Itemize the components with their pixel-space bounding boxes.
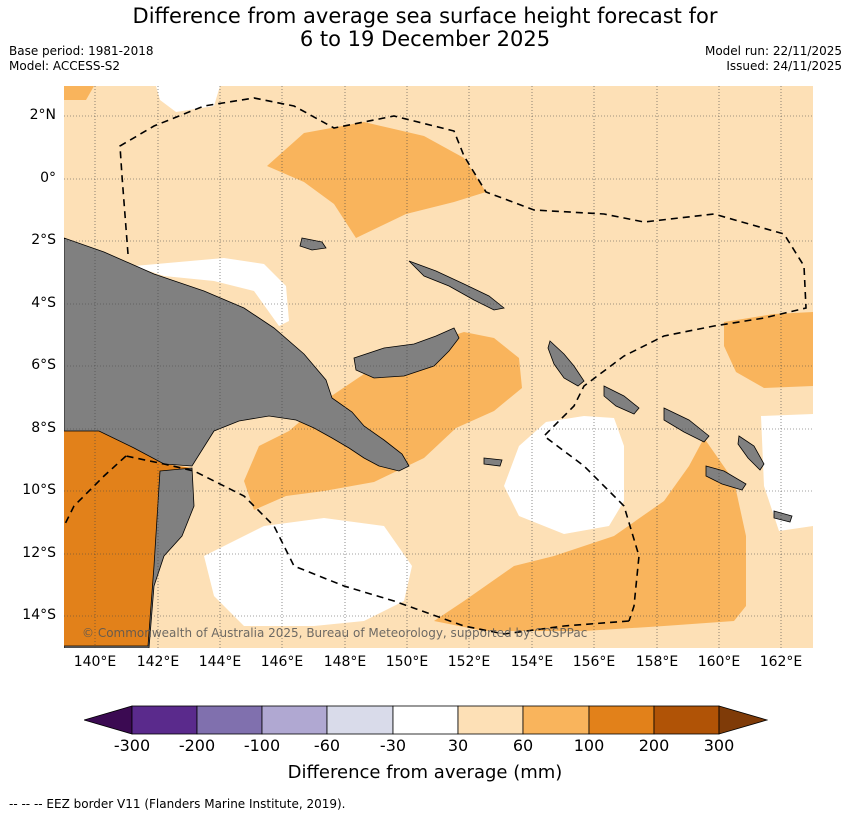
- anomaly-area-nw-corner: [64, 86, 94, 100]
- land-makira: [773, 510, 793, 523]
- anomaly-area-east: [724, 312, 813, 388]
- colorbar-segment: [131, 705, 198, 735]
- lon-label: 144°E: [198, 654, 242, 670]
- anomaly-area-southeast: [434, 438, 746, 631]
- neutral-area-east: [761, 414, 813, 531]
- lat-label: 10°S: [22, 482, 56, 498]
- colorbar-segment: [653, 705, 720, 735]
- neutral-area-coral-sea: [204, 518, 412, 626]
- colorbar-tick: -30: [379, 736, 407, 755]
- lat-label: 6°S: [31, 357, 56, 373]
- map-panel: [64, 86, 813, 648]
- eez-legend-note: -- -- -- EEZ border V11 (Flanders Marine…: [9, 797, 346, 811]
- colorbar-extend-high: [718, 705, 768, 735]
- lon-label: 148°E: [323, 654, 367, 670]
- colorbar-segment: [588, 705, 655, 735]
- colorbar-tick: 200: [638, 736, 670, 755]
- colorbar-segment: [196, 705, 263, 735]
- land-new-guinea: [64, 237, 410, 472]
- neutral-area-png-north: [134, 258, 289, 326]
- land-new-ireland: [408, 260, 505, 311]
- meta-left: Base period: 1981-2018 Model: ACCESS-S2: [9, 44, 154, 74]
- graticule: [64, 86, 813, 648]
- issued-date: Issued: 24/11/2025: [726, 59, 842, 73]
- land-guadalcanal: [705, 465, 747, 491]
- colorbar-tick: 300: [703, 736, 735, 755]
- land-new-britain: [353, 327, 460, 379]
- colorbar-tick: 30: [447, 736, 469, 755]
- colorbar: [84, 705, 768, 735]
- lon-label: 162°E: [759, 654, 803, 670]
- colorbar-tick: 60: [512, 736, 534, 755]
- lat-label: 12°S: [22, 545, 56, 561]
- base-period: Base period: 1981-2018: [9, 44, 154, 58]
- neutral-area-solomon: [504, 416, 624, 534]
- lat-label: 0°: [40, 170, 56, 186]
- map-title-line2: 6 to 19 December 2025: [299, 27, 551, 51]
- model-name: Model: ACCESS-S2: [9, 59, 121, 73]
- neutral-area-north: [156, 86, 220, 112]
- colorbar-segment: [261, 705, 328, 735]
- land-santa-isabel: [663, 407, 710, 443]
- lon-label: 142°E: [136, 654, 180, 670]
- colorbar-tick: -60: [313, 736, 341, 755]
- colorbar-segment: [522, 705, 590, 735]
- colorbar-tick: -200: [178, 736, 216, 755]
- meta-right: Model run: 22/11/2025 Issued: 24/11/2025: [705, 44, 842, 74]
- land-choiseul: [603, 385, 640, 415]
- colorbar-segment: [326, 705, 394, 735]
- anomaly-area-central: [244, 332, 522, 510]
- land-malaita: [737, 435, 765, 471]
- model-run: Model run: 22/11/2025: [704, 44, 842, 58]
- eez-borders: [64, 97, 807, 635]
- anomaly-area-equatorial: [267, 122, 486, 238]
- colorbar-tick: 100: [573, 736, 605, 755]
- colorbar-title: Difference from average (mm): [287, 762, 563, 783]
- lat-label: 14°S: [22, 607, 56, 623]
- lat-label: 2°S: [31, 232, 56, 248]
- colorbar-tick: -300: [113, 736, 151, 755]
- land-manus: [299, 237, 327, 251]
- land-dentrecasteaux: [483, 457, 503, 467]
- lon-label: 152°E: [447, 654, 491, 670]
- lat-label: 2°N: [29, 107, 56, 123]
- lon-label: 150°E: [385, 654, 429, 670]
- colorbar-extend-low: [84, 705, 133, 735]
- copyright-note: © Commonwealth of Australia 2025, Bureau…: [82, 626, 588, 640]
- lat-label: 8°S: [31, 420, 56, 436]
- lon-label: 146°E: [260, 654, 304, 670]
- map-svg: [64, 86, 813, 648]
- colorbar-segment: [457, 705, 524, 735]
- lon-label: 156°E: [572, 654, 616, 670]
- lon-label: 154°E: [510, 654, 554, 670]
- colorbar-segment: [392, 705, 459, 735]
- lon-label: 140°E: [73, 654, 117, 670]
- colorbar-tick: -100: [243, 736, 281, 755]
- lat-label: 4°S: [31, 295, 56, 311]
- map-title-line1: Difference from average sea surface heig…: [132, 4, 718, 28]
- land-bougainville: [547, 340, 585, 387]
- land-cape-york: [64, 467, 195, 648]
- lon-label: 160°E: [697, 654, 741, 670]
- lon-label: 158°E: [635, 654, 679, 670]
